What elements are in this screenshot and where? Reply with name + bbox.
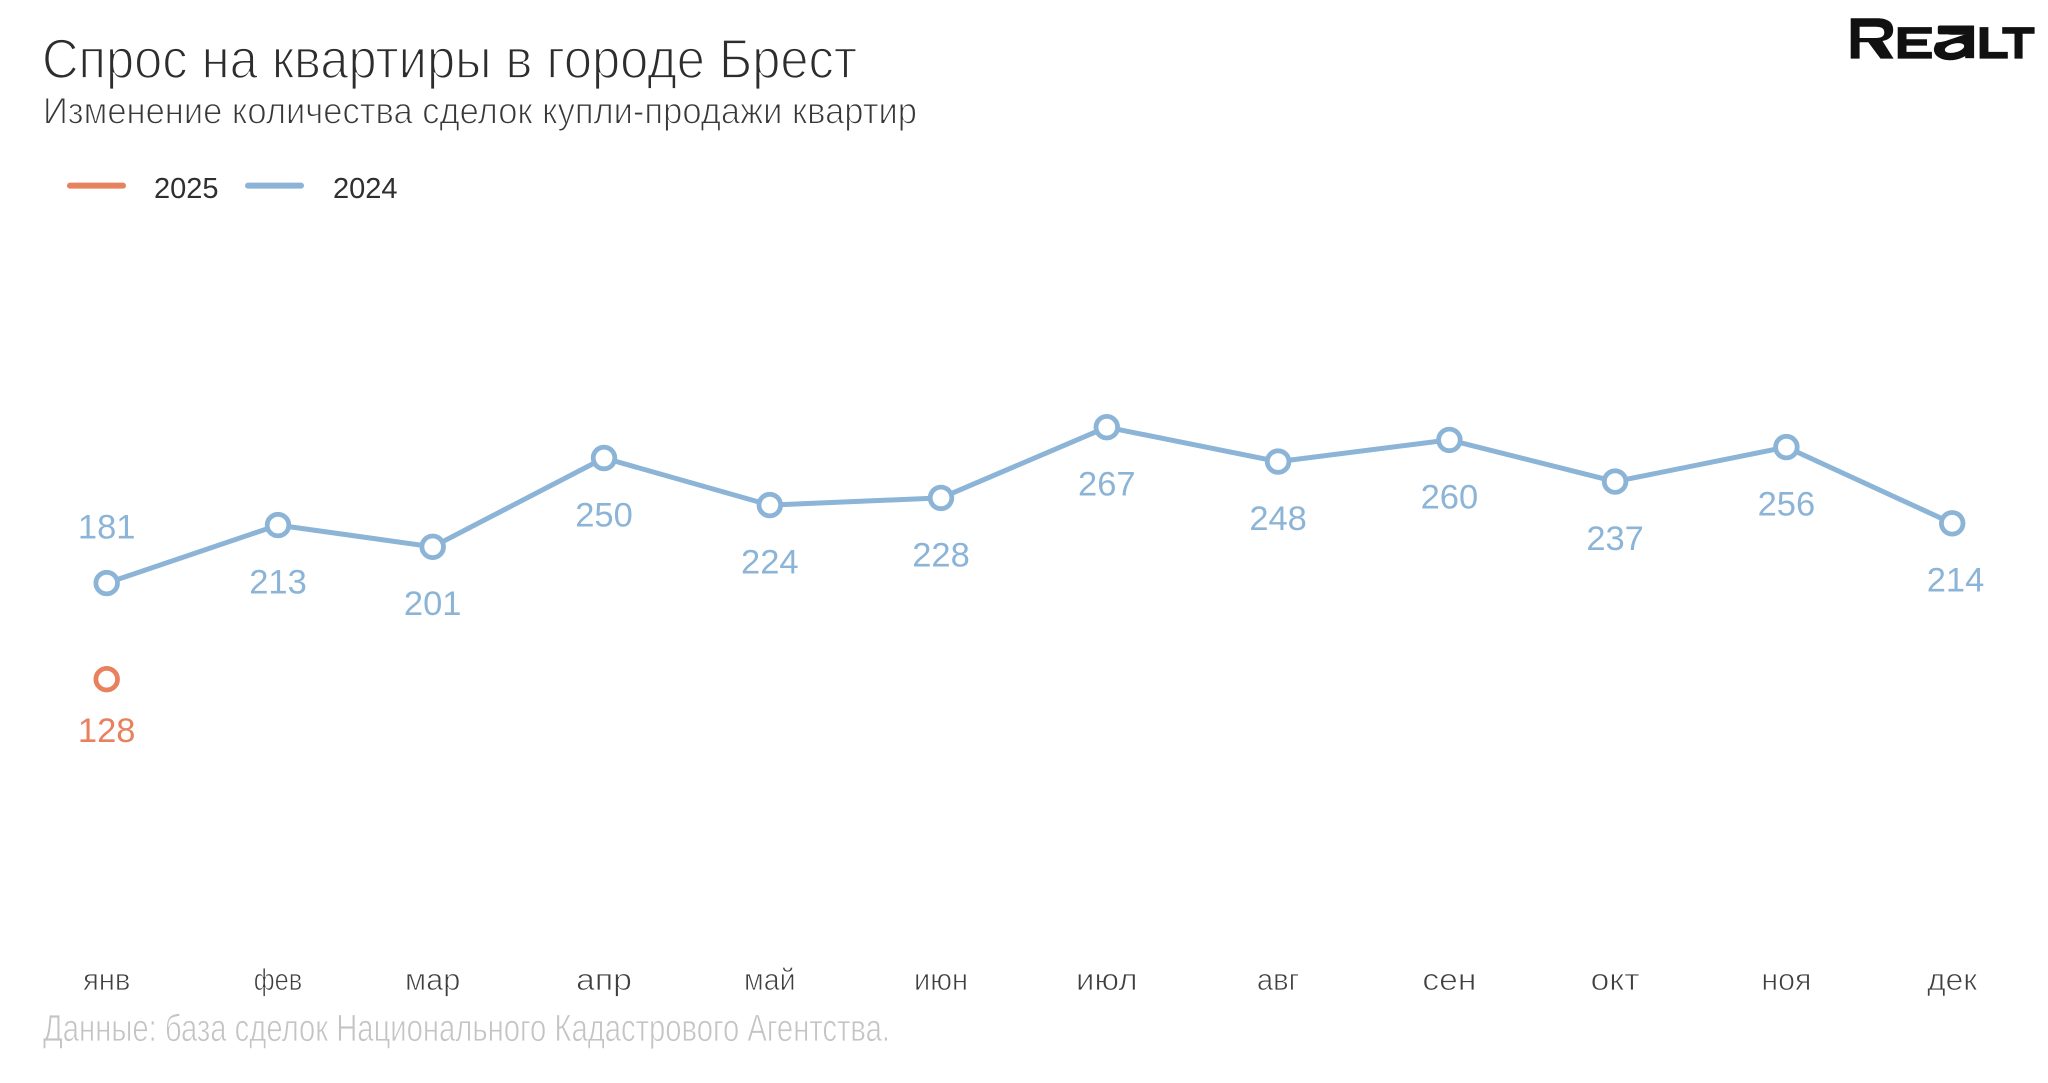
- svg-text:201: 201: [404, 585, 462, 623]
- svg-text:181: 181: [78, 509, 136, 547]
- svg-text:май: май: [744, 962, 796, 997]
- svg-text:2025: 2025: [154, 173, 219, 205]
- svg-text:213: 213: [249, 564, 307, 602]
- svg-text:мар: мар: [405, 962, 460, 997]
- svg-text:Изменение количества сделок ку: Изменение количества сделок купли-продаж…: [43, 91, 917, 132]
- svg-text:июн: июн: [914, 962, 968, 997]
- svg-text:Спрос на квартиры в городе Бре: Спрос на квартиры в городе Брест: [42, 27, 857, 90]
- svg-text:дек: дек: [1927, 962, 1977, 997]
- svg-text:авг: авг: [1257, 962, 1300, 997]
- svg-text:Данные: база сделок Национальн: Данные: база сделок Национального Кадаст…: [43, 1008, 890, 1050]
- svg-text:267: 267: [1078, 466, 1136, 504]
- svg-text:128: 128: [78, 712, 136, 750]
- svg-text:250: 250: [575, 496, 633, 534]
- svg-text:апр: апр: [576, 962, 632, 997]
- svg-text:янв: янв: [83, 962, 131, 997]
- svg-text:сен: сен: [1422, 962, 1476, 997]
- svg-text:237: 237: [1586, 520, 1644, 558]
- svg-text:2024: 2024: [333, 173, 398, 205]
- svg-text:214: 214: [1927, 562, 1985, 600]
- svg-text:224: 224: [741, 544, 799, 582]
- svg-text:260: 260: [1421, 478, 1479, 516]
- svg-text:248: 248: [1249, 500, 1307, 538]
- svg-text:окт: окт: [1591, 962, 1640, 997]
- svg-text:ноя: ноя: [1761, 962, 1811, 997]
- svg-text:256: 256: [1758, 486, 1816, 524]
- svg-text:июл: июл: [1076, 962, 1138, 997]
- svg-text:фев: фев: [254, 962, 303, 997]
- svg-text:228: 228: [912, 536, 970, 574]
